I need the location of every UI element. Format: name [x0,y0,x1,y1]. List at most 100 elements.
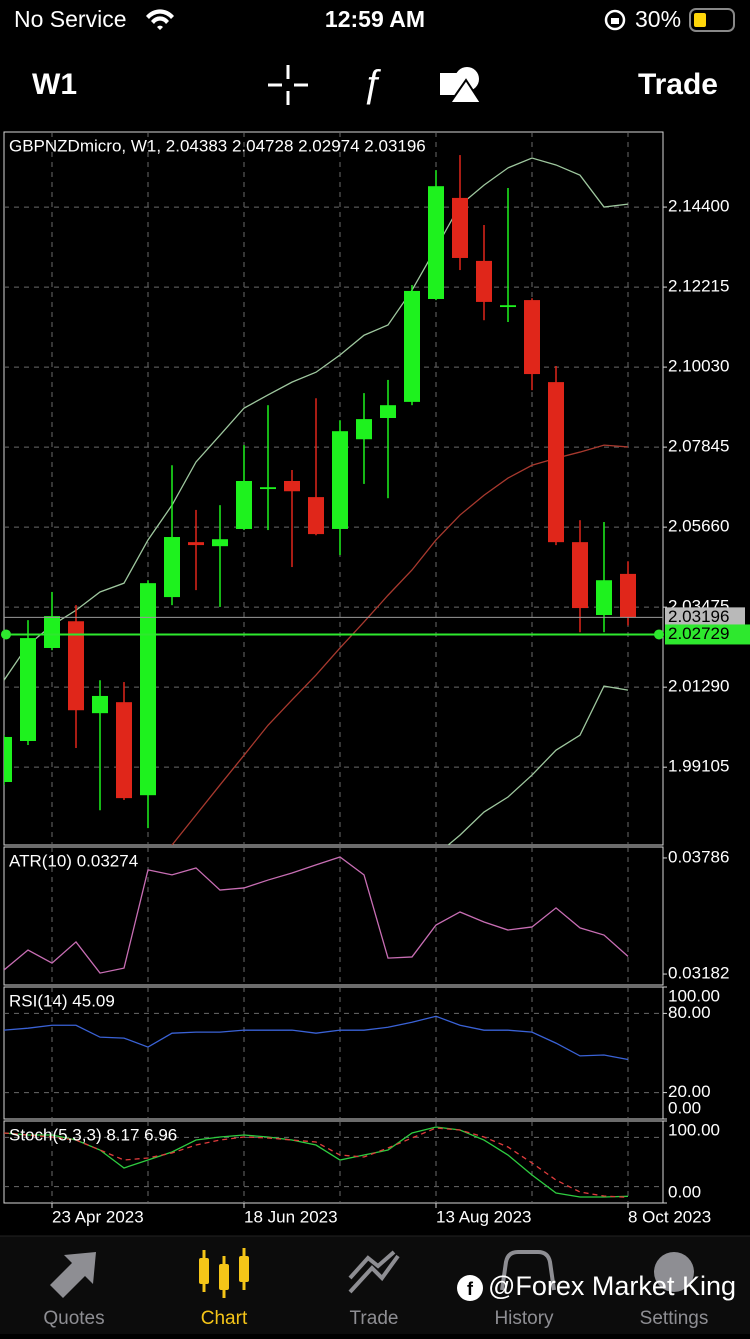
bid-handle[interactable] [1,629,11,640]
y-tick-label: 2.05660 [668,517,729,536]
candle-body [404,290,420,402]
panel-title: ATR(10) 0.03274 [9,851,138,870]
indicator-line [4,1126,629,1198]
candle-body [68,621,84,711]
plot [4,155,636,845]
chart-area: 2.144002.122152.100302.078452.056602.034… [1,131,750,1226]
candle-body [572,542,588,609]
candle-body [92,695,108,714]
candle-body [116,702,132,799]
y-tick-label: 0.00 [668,1098,701,1117]
y-tick-label: 2.10030 [668,357,729,376]
lock-body [611,18,619,24]
plot [4,856,629,974]
chart-icon [199,1248,249,1298]
panel-frame [3,986,664,1120]
battery-icon [689,8,735,32]
tab-label[interactable]: Chart [201,1308,248,1329]
candle-body [332,431,348,529]
current-price-tag [665,607,745,628]
indicators-button[interactable]: ƒ [361,63,382,106]
tabs: Quotes Chart Trade History Settings [43,1308,708,1329]
y-tick-label: 100.00 [668,986,720,1005]
candle-body [452,197,468,258]
bid-tag [665,624,750,645]
candle-body [524,300,540,375]
candle-body [4,736,12,783]
timeframe-button[interactable]: W1 [32,68,77,101]
candle-body [476,260,492,302]
candle-body [164,537,180,598]
candle-body [236,480,252,529]
quotes-icon [50,1252,96,1298]
candle-body [308,497,324,535]
candle-body [500,305,516,308]
svg-text:f: f [467,1279,474,1299]
history-icon [500,1250,556,1291]
y-tick-label: 80.00 [668,1003,711,1022]
candle-body [356,419,372,440]
panel-frame [3,131,664,846]
panel-frame [3,846,664,986]
candle-body [260,487,276,490]
candle-body [212,539,228,547]
y-tick-label: 0.03182 [668,964,729,983]
watermark-text: @Forex Market King [488,1271,736,1301]
tab-label[interactable]: Trade [350,1308,399,1329]
candle-body [140,583,156,796]
status-bar: No Service 12:59 AM 30% [14,6,735,32]
crosshair-button[interactable] [268,65,308,105]
indicator-line [4,1127,629,1198]
panel-frame [3,1120,664,1204]
tab-label[interactable]: Settings [640,1308,709,1329]
candle-body [428,186,444,299]
trade-button[interactable]: Trade [638,68,718,101]
x-tick-label: 23 Apr 2023 [52,1207,144,1226]
panel: 2.144002.122152.100302.078452.056602.034… [1,131,750,846]
panel-title: Stoch(5,3,3) 8.17 6.96 [9,1125,177,1144]
y-tick-label: 2.07845 [668,437,729,456]
y-tick-label: 100.00 [668,1120,720,1139]
trade-icon [348,1250,400,1294]
x-tick-label: 8 Oct 2023 [628,1207,711,1226]
y-tick-label: 20.00 [668,1082,711,1101]
y-tick-label: 2.12215 [668,277,729,296]
panel: 0.03786 0.03182 ATR(10) 0.03274 [3,846,729,986]
candle-body [20,638,36,741]
tab-bar: Quotes Chart Trade History Settings f @Forex… [0,1235,750,1334]
clock: 12:59 AM [325,6,425,32]
tab-bar-bg [0,1236,750,1334]
y-tick-label: 2.01290 [668,677,729,696]
panel-title: RSI(14) 45.09 [9,991,115,1010]
plot [4,1015,629,1061]
wifi-icon [146,9,174,30]
current-price-label: 2.03196 [668,607,729,626]
candle-body [548,382,564,543]
indicator-line [447,685,629,845]
indicator-line [4,856,629,974]
bid-handle[interactable] [654,629,664,640]
panel: 100.00 0.00 Stoch(5,3,3) 8.17 6.96 [3,1120,720,1204]
candle-body [380,405,396,419]
candle-body [284,480,300,492]
indicator-line [4,1015,629,1061]
x-tick-label: 18 Jun 2023 [244,1207,338,1226]
candle-body [44,616,60,648]
indicator-line [4,157,629,681]
settings-icon [654,1252,694,1292]
candle-body [188,542,204,546]
objects-button[interactable] [440,67,483,104]
battery-level [694,13,706,27]
candle-body [620,573,636,618]
bid-label: 2.02729 [668,624,729,643]
tab-label[interactable]: History [494,1308,554,1329]
y-tick-label: 1.99105 [668,757,729,776]
toolbar: W1 ƒ Trade [32,63,718,106]
tab-label[interactable]: Quotes [43,1308,104,1329]
y-tick-label: 0.03786 [668,847,729,866]
watermark: f @Forex Market King [457,1271,736,1301]
panel-title: GBPNZDmicro, W1, 2.04383 2.04728 2.02974… [9,136,426,155]
candle-body [596,580,612,616]
